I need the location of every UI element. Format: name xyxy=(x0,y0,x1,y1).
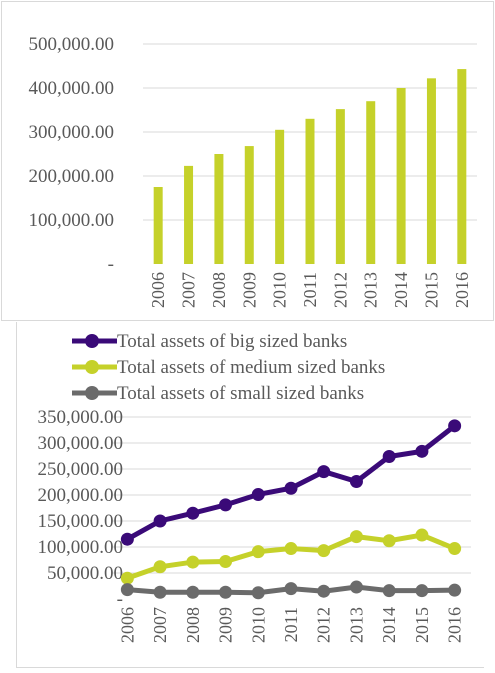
bar xyxy=(335,109,345,265)
bar xyxy=(457,69,467,264)
y-tick-label: - xyxy=(117,589,123,610)
data-point xyxy=(219,585,233,599)
x-tick-label: 2009 xyxy=(216,607,236,643)
data-point xyxy=(415,528,429,542)
x-tick-label: 2012 xyxy=(314,607,334,643)
data-point xyxy=(349,474,363,488)
y-tick-label: 50,000.00 xyxy=(47,563,123,584)
data-point xyxy=(448,419,462,433)
y-tick-label: 300,000.00 xyxy=(38,433,124,454)
x-tick-label: 2007 xyxy=(179,272,199,308)
y-tick-label: 100,000.00 xyxy=(38,537,124,558)
series-line xyxy=(126,532,456,581)
x-tick-label: 2006 xyxy=(117,607,137,643)
x-tick-label: 2010 xyxy=(270,272,290,308)
bar xyxy=(244,146,254,264)
x-tick-label: 2008 xyxy=(183,607,203,643)
data-point xyxy=(415,584,429,598)
data-point xyxy=(120,532,134,546)
x-tick-label: 2016 xyxy=(452,272,472,308)
x-tick-label: 2007 xyxy=(150,607,170,643)
legend-marker xyxy=(85,360,99,374)
data-point xyxy=(284,542,298,556)
x-tick-label: 2013 xyxy=(346,607,366,643)
bar-chart: - 100,000.00 200,000.00 300,000.00 400,000.0… xyxy=(29,34,477,308)
data-point xyxy=(349,580,363,594)
legend-label: Total assets of medium sized banks xyxy=(117,357,385,378)
legend-marker xyxy=(85,334,99,348)
data-point xyxy=(186,585,200,599)
y-tick-label: 300,000.00 xyxy=(29,122,115,143)
legend-label: Total assets of small sized banks xyxy=(117,383,364,404)
data-point xyxy=(448,583,462,597)
bar xyxy=(366,101,376,264)
y-tick-label: 250,000.00 xyxy=(38,459,124,480)
bar-chart-panel: - 100,000.00 200,000.00 300,000.00 400,000.0… xyxy=(1,1,494,321)
bar xyxy=(396,88,406,264)
y-tick-label: 100,000.00 xyxy=(29,210,115,231)
bar xyxy=(184,165,194,264)
legend-marker xyxy=(85,386,99,400)
x-tick-label: 2012 xyxy=(330,272,350,308)
x-tick-label: 2011 xyxy=(300,272,320,307)
data-point xyxy=(120,571,134,585)
data-point xyxy=(349,530,363,544)
y-tick-label: 200,000.00 xyxy=(38,485,124,506)
data-point xyxy=(219,498,233,512)
y-tick-label: 150,000.00 xyxy=(38,511,124,532)
line-chart: - 50,000.00 100,000.00 150,000.00 200,000.00… xyxy=(38,331,471,643)
data-point xyxy=(186,506,200,520)
data-point xyxy=(251,586,265,600)
data-point xyxy=(251,545,265,559)
y-tick-label: 400,000.00 xyxy=(29,78,115,99)
data-point xyxy=(448,542,462,556)
x-tick-label: 2015 xyxy=(412,607,432,643)
data-point xyxy=(251,487,265,501)
data-point xyxy=(382,584,396,598)
data-point xyxy=(153,560,167,574)
bar xyxy=(426,78,436,264)
data-point xyxy=(120,583,134,597)
data-point xyxy=(382,534,396,548)
line-chart-panel: - 50,000.00 100,000.00 150,000.00 200,000.00… xyxy=(16,322,484,668)
data-point xyxy=(317,544,331,558)
bar xyxy=(214,154,224,264)
bar xyxy=(153,187,163,264)
data-point xyxy=(284,481,298,495)
x-tick-label: 2009 xyxy=(239,272,259,308)
x-tick-label: 2006 xyxy=(148,272,168,308)
x-tick-label: 2010 xyxy=(248,607,268,643)
data-point xyxy=(219,555,233,569)
x-tick-label: 2008 xyxy=(209,272,229,308)
data-point xyxy=(415,444,429,458)
bar xyxy=(275,129,285,264)
data-point xyxy=(317,584,331,598)
x-tick-label: 2014 xyxy=(379,607,399,643)
data-point xyxy=(186,555,200,569)
x-tick-label: 2015 xyxy=(421,272,441,308)
data-point xyxy=(284,582,298,596)
x-tick-label: 2014 xyxy=(391,272,411,308)
y-tick-label: 350,000.00 xyxy=(38,407,124,428)
data-point xyxy=(382,450,396,464)
x-tick-label: 2011 xyxy=(281,607,301,642)
bar xyxy=(305,118,315,264)
data-point xyxy=(317,465,331,479)
y-tick-label: - xyxy=(108,254,114,275)
x-tick-label: 2013 xyxy=(361,272,381,308)
y-tick-label: 500,000.00 xyxy=(29,34,115,55)
x-tick-label: 2016 xyxy=(445,607,465,643)
data-point xyxy=(153,585,167,599)
data-point xyxy=(153,514,167,528)
y-tick-label: 200,000.00 xyxy=(29,166,115,187)
legend-label: Total assets of big sized banks xyxy=(117,331,347,352)
